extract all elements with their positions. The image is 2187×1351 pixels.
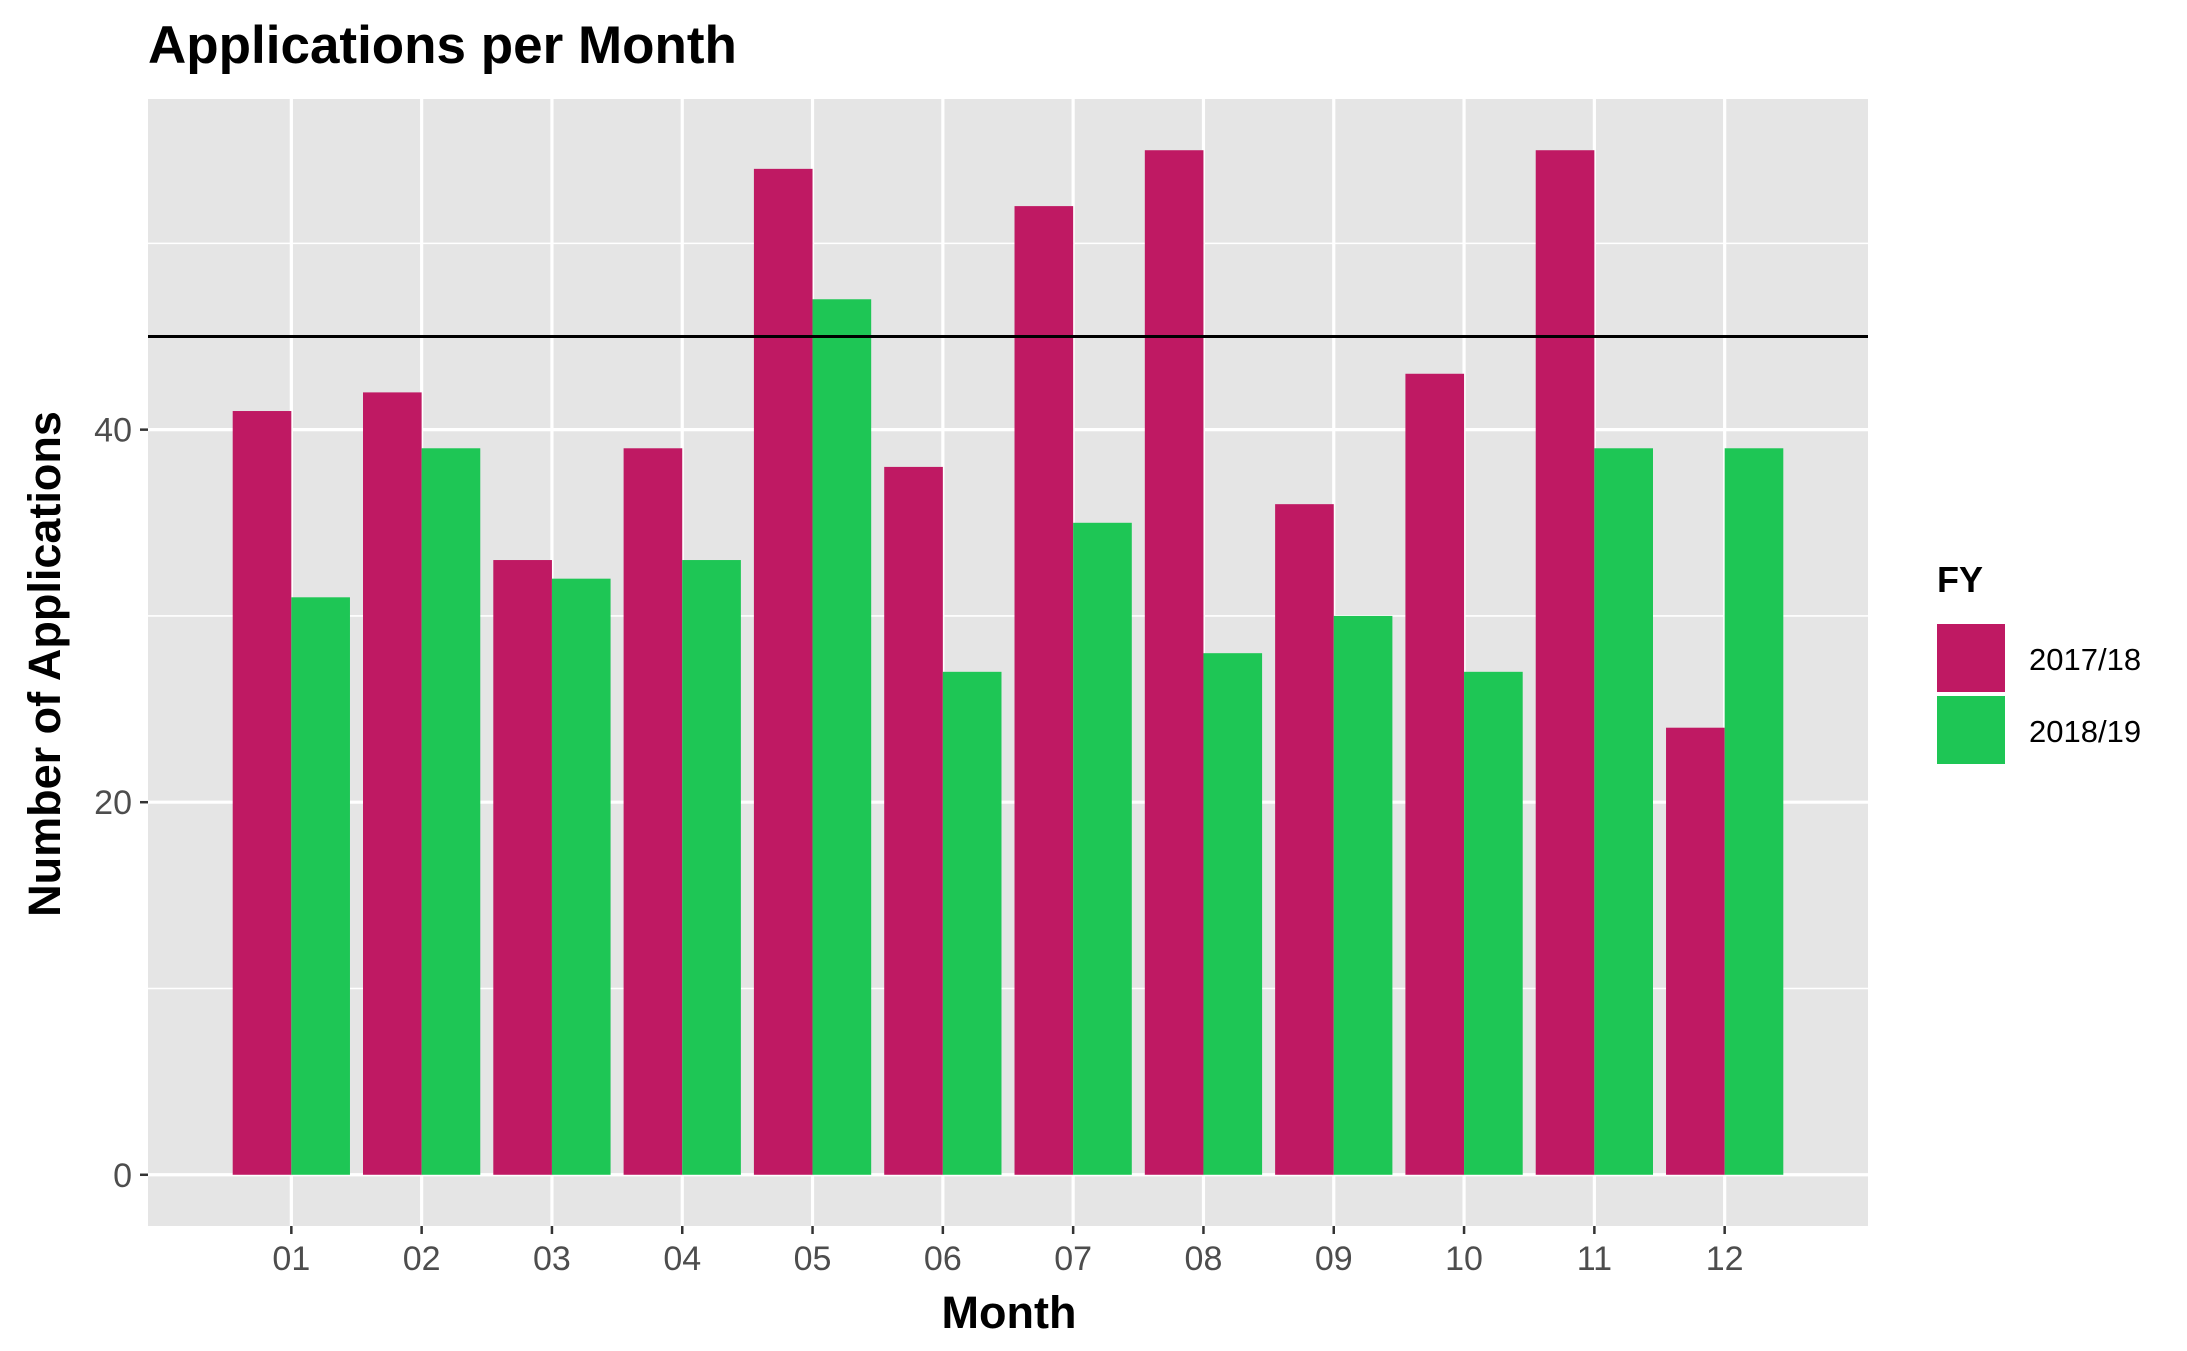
bar-2017-18-10 — [1405, 373, 1465, 1175]
bar-2017-18-09 — [1275, 504, 1334, 1175]
bar-2018-19-04 — [682, 560, 741, 1175]
bar-2018-19-11 — [1594, 448, 1653, 1175]
bar-2017-18-06 — [884, 466, 943, 1175]
x-axis: 01 02 03 04 05 06 07 08 09 10 11 12 — [272, 1226, 1744, 1278]
legend: FY 2017/18 2018/19 — [1937, 559, 2141, 764]
bar-2018-19-01 — [291, 597, 350, 1175]
legend-swatch-2017-18 — [1937, 624, 2005, 692]
bar-2017-18-03 — [493, 560, 552, 1175]
bar-2018-19-02 — [421, 448, 481, 1175]
y-tick-label: 0 — [113, 1157, 132, 1195]
legend-items: 2017/18 2018/19 — [1937, 624, 2141, 764]
x-tick-label: 10 — [1445, 1240, 1483, 1278]
x-tick-label: 07 — [1054, 1240, 1092, 1278]
x-tick-label: 11 — [1577, 1240, 1612, 1278]
bar-2017-18-11 — [1535, 150, 1595, 1175]
bar-2018-19-10 — [1464, 671, 1523, 1175]
bar-2017-18-01 — [232, 411, 292, 1175]
y-axis-title: Number of Applications — [19, 411, 70, 917]
bar-2018-19-03 — [551, 578, 611, 1175]
legend-title: FY — [1937, 559, 1983, 600]
y-tick-label: 20 — [94, 784, 132, 822]
x-tick-label: 09 — [1315, 1240, 1353, 1278]
bar-2018-19-09 — [1333, 615, 1393, 1175]
legend-label-2018-19: 2018/19 — [2029, 714, 2141, 749]
bar-2017-18-12 — [1666, 727, 1725, 1175]
x-tick-label: 02 — [403, 1240, 441, 1278]
bar-2017-18-05 — [753, 168, 813, 1175]
bar-2018-19-05 — [812, 299, 872, 1175]
x-tick-label: 01 — [272, 1240, 310, 1278]
bar-2017-18-04 — [623, 448, 683, 1175]
y-axis: 0 20 40 — [94, 412, 148, 1195]
x-axis-title: Month — [942, 1287, 1077, 1338]
bar-2018-19-12 — [1724, 448, 1784, 1175]
bar-2017-18-07 — [1014, 206, 1074, 1175]
y-tick-label: 40 — [94, 412, 132, 450]
x-tick-label: 06 — [924, 1240, 962, 1278]
bars — [232, 150, 1784, 1175]
bar-2018-19-08 — [1203, 653, 1263, 1175]
bar-2018-19-06 — [942, 671, 1002, 1175]
legend-swatch-2018-19 — [1937, 696, 2005, 764]
x-tick-label: 04 — [663, 1240, 701, 1278]
x-tick-label: 12 — [1706, 1240, 1744, 1278]
bar-2017-18-08 — [1144, 150, 1204, 1175]
x-tick-label: 03 — [533, 1240, 571, 1278]
chart-title: Applications per Month — [148, 16, 737, 75]
x-tick-label: 05 — [794, 1240, 832, 1278]
x-tick-label: 08 — [1185, 1240, 1223, 1278]
bar-2017-18-02 — [363, 392, 422, 1175]
bar-2018-19-07 — [1073, 522, 1132, 1175]
legend-label-2017-18: 2017/18 — [2029, 642, 2141, 677]
